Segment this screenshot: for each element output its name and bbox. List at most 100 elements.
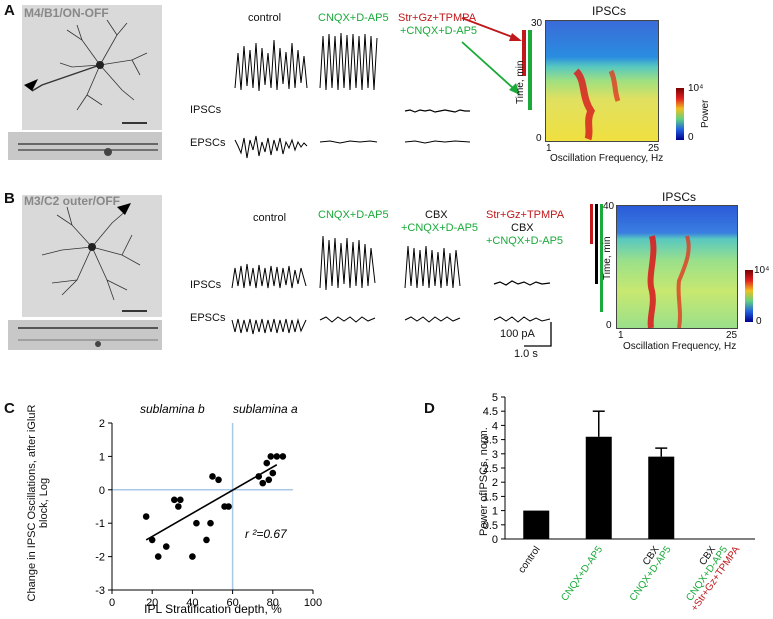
panel-c-xtick-label: 40 [186, 597, 198, 609]
panel-c-point [267, 453, 275, 460]
panel-d-bar [648, 456, 675, 539]
panel-b-cond-drug-l2: CBX [511, 222, 534, 234]
panel-a-ipsc-control-trace [234, 39, 308, 92]
panel-a-letter: A [4, 2, 15, 19]
panel-b-epsc-cbx-trace [404, 316, 461, 323]
panel-b-epsc-control-trace [231, 318, 307, 335]
panel-a-spect-title: IPSCs [592, 4, 627, 18]
panel-a-cond-cnqx: CNQX+D-AP5 [318, 12, 389, 24]
panel-a-cbar-label: Power [700, 99, 711, 128]
panel-d-ytick-label: 1.5 [483, 491, 498, 503]
panel-d-ytick-label: 3.5 [483, 435, 498, 447]
panel-b-xlabel: Oscillation Frequency, Hz [623, 341, 737, 352]
panel-c-point [142, 513, 150, 520]
panel-a-xlabel: Oscillation Frequency, Hz [550, 153, 664, 164]
panel-b-neuron-drawing [41, 203, 147, 312]
panel-d-bar-chart: 00.511.522.533.544.55 control CNQX+D-AP5 C… [483, 392, 755, 614]
panel-c-point [209, 473, 216, 480]
panel-a-xtick-left: 1 [546, 143, 552, 154]
panel-b-cond-drug-l1: Str+Gz+TPMPA [486, 209, 565, 221]
panel-c-point [189, 553, 196, 560]
panel-c-point [215, 476, 222, 484]
panel-a-ipsc-drug-trace [404, 109, 470, 113]
panel-c-point [269, 469, 277, 477]
panel-a-epsc-drug-trace [404, 140, 471, 144]
panel-c-point [175, 503, 182, 510]
panel-d-ytick-label: 0.5 [483, 520, 498, 532]
panel-c-xtick-label: 100 [304, 597, 322, 609]
panel-b-xtick-right: 25 [726, 330, 738, 341]
panel-c-ytick-label: 0 [99, 485, 105, 497]
panel-c-ylabel: Change in IPSC Oscillations, after iGluR… [26, 404, 50, 602]
panel-a-row-ipsc: IPSCs [190, 104, 222, 116]
panel-b-cond-cbx-l2: +CNQX+D-AP5 [401, 222, 479, 234]
panel-c-point [265, 476, 273, 484]
panel-c-ytick-label: 2 [99, 418, 105, 430]
panel-a-cond-drug-line1: Str+Gz+TPMPA [398, 12, 477, 24]
panel-b-xtick-left: 1 [618, 330, 624, 341]
panel-c-point [203, 536, 210, 544]
panel-b-ytick-top: 40 [603, 201, 615, 212]
panel-d-xtick-label: CNQX+D-AP5 [559, 544, 605, 603]
panel-c-point [154, 553, 162, 560]
panel-d-ytick-label: 2.5 [483, 463, 498, 475]
panel-c-point [273, 453, 281, 460]
panel-d-ytick-label: 4.5 [483, 406, 498, 418]
panel-c-point [259, 479, 267, 487]
panel-b-stratification-image [8, 320, 162, 350]
panel-c-xtick-label: 0 [109, 597, 115, 609]
panel-b-ylabel: Time, min [602, 236, 613, 280]
panel-c-xtick-label: 60 [226, 597, 238, 609]
panel-c-point [177, 496, 184, 504]
panel-b-scale-amp: 100 pA [500, 328, 535, 340]
panel-c-point [207, 519, 214, 527]
panel-a-neuron-drawing [24, 19, 148, 124]
panel-a-epsc-cnqx-trace [319, 140, 378, 144]
panel-b-condition-bars [590, 204, 603, 312]
panel-b-cell-label: M3/C2 outer/OFF [24, 194, 121, 208]
panel-a-neuron-image [22, 5, 162, 130]
panel-a-stratification-image [8, 132, 162, 160]
panel-c-point [171, 496, 178, 504]
panel-c-fit-line [145, 464, 278, 541]
panel-a-cell-label: M4/B1/ON-OFF [24, 6, 109, 20]
panel-c-xlabel: IPL Stratification depth, % [144, 602, 282, 616]
panel-d-bar [585, 436, 612, 539]
panel-a-ytick-top: 30 [531, 18, 543, 29]
panel-a-row-epsc: EPSCs [190, 137, 226, 149]
panel-d-ylabel: Power ofIPSCs, norm. [478, 427, 490, 536]
panel-b-spect-title: IPSCs [662, 190, 697, 204]
panel-b-cond-cbx-l1: CBX [425, 209, 448, 221]
panel-d-ytick-label: 0 [492, 534, 498, 546]
panel-d-bar [523, 510, 550, 539]
panel-b-spectrogram [616, 205, 738, 329]
panel-b-scale-time: 1.0 s [514, 348, 538, 360]
panel-b-ytick-bottom: 0 [606, 320, 612, 331]
panel-c-ytick-label: -1 [95, 518, 105, 530]
panel-a-xtick-right: 25 [648, 143, 660, 154]
panel-b-cond-drug-l3: +CNQX+D-AP5 [486, 235, 564, 247]
panel-a-cbar-min: 0 [688, 132, 694, 143]
panel-a-ytick-bottom: 0 [536, 133, 542, 144]
panel-a-traces [234, 32, 471, 159]
panel-c-xtick-label: 20 [146, 597, 158, 609]
panel-a-ipsc-cnqx-trace [319, 32, 378, 91]
panel-c-ytick-label: -3 [95, 585, 105, 597]
panel-b-row-ipsc: IPSCs [190, 279, 222, 291]
panel-a-ylabel: Time, min [515, 60, 526, 104]
panel-d-ytick-label: 5 [492, 392, 498, 404]
panel-c-letter: C [4, 400, 15, 417]
panel-c-point [279, 453, 287, 460]
panel-c-ytick-label: -2 [95, 552, 105, 564]
panel-b-letter: B [4, 190, 15, 207]
panel-a-cond-control: control [248, 12, 282, 24]
panel-b-cond-cnqx: CNQX+D-AP5 [318, 209, 389, 221]
panel-c-xtick-label: 80 [267, 597, 279, 609]
panel-d-letter: D [424, 400, 435, 417]
panel-b-ipsc-cnqx-trace [319, 235, 376, 291]
panel-d-xtick-label: control [516, 544, 542, 575]
panel-a-cond-drug-line2: +CNQX+D-AP5 [400, 25, 478, 37]
panel-b-cond-control: control [253, 212, 287, 224]
panel-c-point [263, 459, 271, 467]
panel-c-point [225, 503, 232, 510]
